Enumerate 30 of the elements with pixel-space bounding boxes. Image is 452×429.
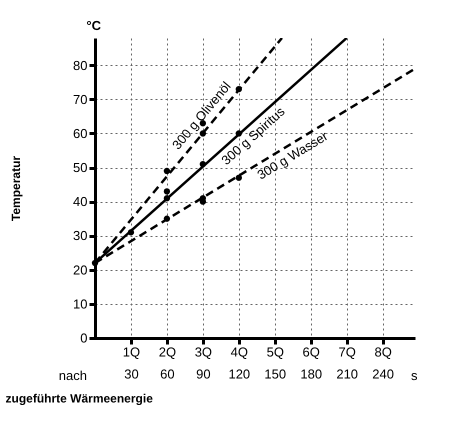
x-tick-label: 90	[196, 366, 211, 382]
x2-tick-label: 6Q	[302, 344, 320, 360]
y-tick-label: 70	[73, 92, 88, 107]
x-tick-label: 60	[160, 366, 175, 382]
x2-tick-label: 4Q	[230, 344, 248, 360]
x2-tick-label: 7Q	[338, 344, 356, 360]
text: °C	[86, 18, 102, 33]
y-axis-title: Temperatur	[9, 156, 24, 222]
y-tick-label: 80	[73, 58, 88, 73]
x-tick-label: 30	[124, 366, 139, 382]
y-tick-label: 60	[73, 126, 88, 141]
y-tick-label: 0	[80, 330, 88, 346]
x2-tick-label: 3Q	[194, 344, 212, 360]
text: s	[411, 368, 418, 383]
x2-tick-label: 1Q	[122, 344, 140, 360]
x-tick-label: 120	[228, 366, 250, 382]
x-tick-label: 210	[336, 366, 358, 382]
x-tick-label: 180	[300, 366, 322, 382]
y-tick-label: 30	[73, 228, 88, 244]
x-axis-title: zugeführte Wärmeenergie	[6, 392, 154, 406]
x-tick-label: 150	[264, 366, 286, 382]
x-tick-label: 240	[372, 366, 394, 382]
y-tick-label: 40	[73, 194, 88, 210]
y-tick-label: 20	[73, 262, 88, 278]
x2-tick-label: 8Q	[374, 344, 392, 360]
x2-tick-label: 5Q	[266, 344, 284, 360]
text: nach	[58, 368, 87, 383]
x2-tick-label: 2Q	[158, 344, 176, 360]
y-tick-label: 10	[73, 296, 88, 312]
y-tick-label: 50	[73, 160, 88, 176]
